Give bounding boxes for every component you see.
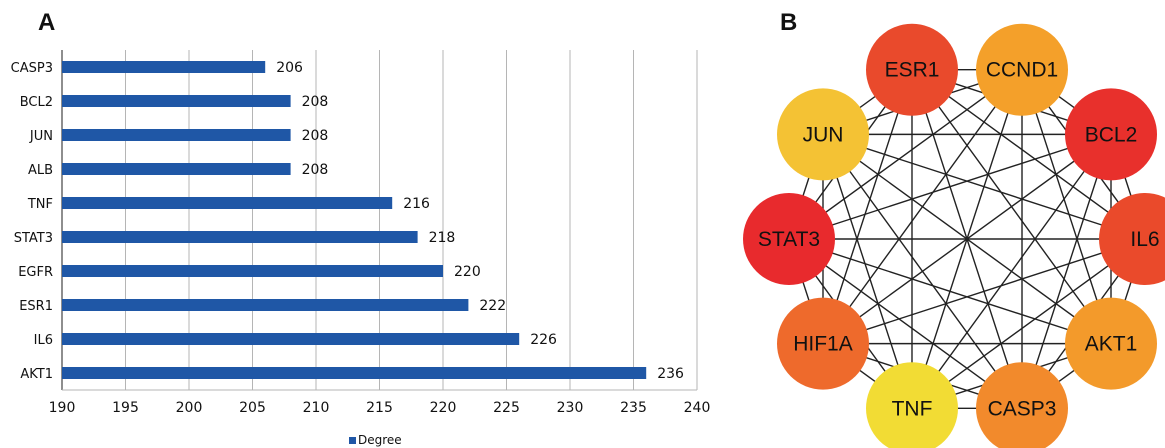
legend-swatch <box>349 437 356 444</box>
network-edge <box>822 133 1146 240</box>
data-label: 206 <box>276 60 303 76</box>
network-edge <box>788 238 1023 409</box>
bar-egfr <box>62 265 443 277</box>
network-edge <box>822 134 913 409</box>
node-label: STAT3 <box>758 228 820 251</box>
node-label: IL6 <box>1130 228 1159 251</box>
x-tick-label: 200 <box>176 400 203 416</box>
x-tick-label: 190 <box>49 400 76 416</box>
node-ccnd1 <box>976 23 1069 116</box>
node-label: AKT1 <box>1085 333 1138 356</box>
x-tick-label: 230 <box>557 400 584 416</box>
x-tick-labels: 190 195 200 205 210 215 220 225 230 235 240 <box>49 400 711 416</box>
panel-a-label: A <box>38 9 55 36</box>
data-label: 218 <box>429 230 456 246</box>
category-label: TNF <box>27 197 53 212</box>
legend-label: Degree <box>358 433 402 447</box>
node-label: CASP3 <box>988 397 1057 420</box>
node-label: JUN <box>803 123 844 146</box>
x-tick-label: 235 <box>620 400 647 416</box>
network-edge <box>822 238 1146 345</box>
x-tick-label: 195 <box>112 400 139 416</box>
data-labels: 206 208 208 208 216 218 220 222 226 236 <box>276 60 684 382</box>
bar-alb <box>62 163 291 175</box>
x-tick-label: 240 <box>684 400 711 416</box>
network-edge <box>788 69 1023 240</box>
data-label: 208 <box>302 94 329 110</box>
network-edge <box>822 133 1112 345</box>
x-tick-label: 215 <box>366 400 393 416</box>
category-label: BCL2 <box>20 95 53 110</box>
bar-akt1 <box>62 367 647 379</box>
category-label: JUN <box>29 129 53 144</box>
network-edge <box>822 133 1023 409</box>
network-edge <box>1021 69 1112 344</box>
bar-tnf <box>62 197 393 209</box>
bar-jun <box>62 129 291 141</box>
node-il6 <box>1099 193 1165 285</box>
category-label: AKT1 <box>20 367 53 382</box>
data-label: 216 <box>403 196 430 212</box>
node-stat3 <box>743 193 835 285</box>
network-edge <box>911 238 1146 409</box>
x-tick-label: 205 <box>239 400 266 416</box>
bar-il6 <box>62 333 520 345</box>
node-casp3 <box>976 362 1068 448</box>
network-edge <box>1021 134 1112 409</box>
category-labels: CASP3 BCL2 JUN ALB TNF STAT3 EGFR ESR1 IL6 AKT1 <box>11 61 53 382</box>
x-tick-label: 225 <box>493 400 520 416</box>
data-label: 226 <box>530 332 557 348</box>
x-tick-label: 220 <box>430 400 457 416</box>
bar-bcl2 <box>62 95 291 107</box>
network-edge <box>822 69 913 344</box>
node-bcl2 <box>1065 88 1158 181</box>
data-label: 208 <box>302 162 329 178</box>
node-jun <box>776 88 869 181</box>
data-label: 208 <box>302 128 329 144</box>
data-label: 222 <box>479 298 506 314</box>
bar-esr1 <box>62 299 469 311</box>
bar-casp3 <box>62 61 266 73</box>
node-label: CCND1 <box>986 59 1058 82</box>
category-label: IL6 <box>34 333 53 348</box>
network-edge <box>911 69 1146 240</box>
node-esr1 <box>865 23 958 116</box>
network-nodes: ESR1 CCND1 BCL2 IL6 AKT1 CASP3 TNF HIF1A STAT3 JU… <box>743 23 1165 448</box>
category-label: STAT3 <box>14 231 53 246</box>
panel-b-label: B <box>780 9 797 36</box>
bar-stat3 <box>62 231 418 243</box>
network-edge <box>788 133 1112 240</box>
bar-marks <box>62 61 647 379</box>
degree-bar-chart: CASP3 BCL2 JUN ALB TNF STAT3 EGFR ESR1 IL6 AKT1 1… <box>11 50 711 447</box>
category-label: CASP3 <box>11 61 53 76</box>
node-label: BCL2 <box>1085 123 1138 146</box>
network-graph: ESR1 CCND1 BCL2 IL6 AKT1 CASP3 TNF HIF1A STAT3 JU… <box>743 23 1165 448</box>
node-label: HIF1A <box>793 333 853 356</box>
data-label: 236 <box>657 366 684 382</box>
node-label: TNF <box>892 397 933 420</box>
category-label: ESR1 <box>19 299 53 314</box>
x-tick-label: 210 <box>303 400 330 416</box>
data-label: 220 <box>454 264 481 280</box>
node-tnf <box>866 362 958 448</box>
node-hif1a <box>776 297 869 390</box>
node-label: ESR1 <box>885 59 940 82</box>
legend: Degree <box>349 433 402 447</box>
category-label: ALB <box>28 163 53 178</box>
node-akt1 <box>1065 297 1158 390</box>
category-label: EGFR <box>18 265 53 280</box>
network-edge <box>788 238 1112 345</box>
